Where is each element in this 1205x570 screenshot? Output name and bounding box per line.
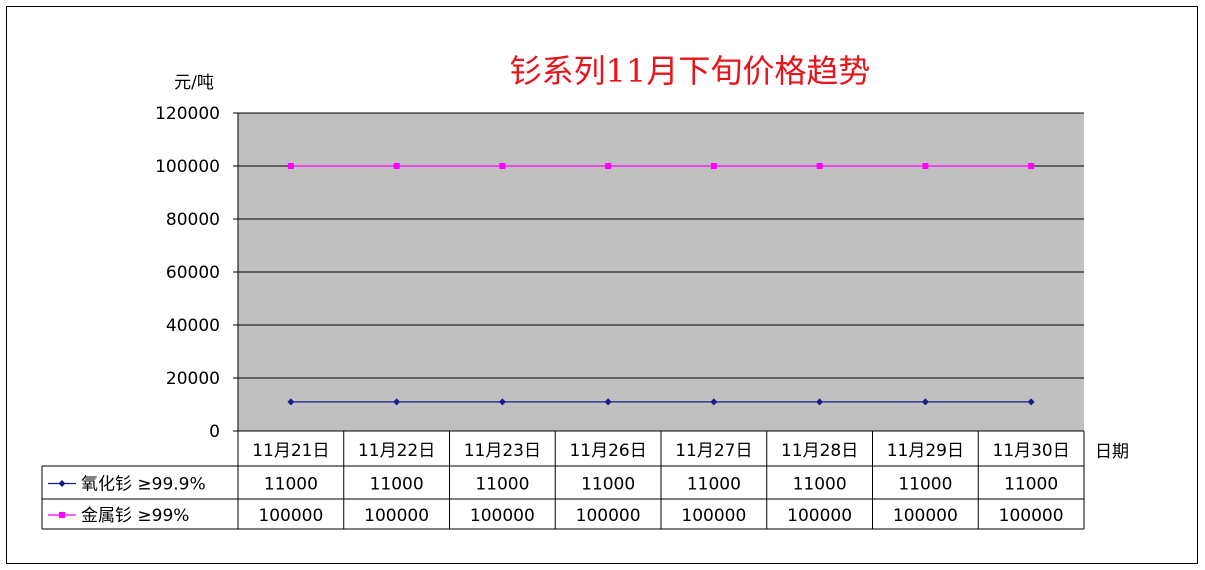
data-label: 100000 (787, 506, 852, 526)
x-tick-label: 11月29日 (887, 441, 964, 461)
data-point (287, 163, 294, 169)
data-point (922, 163, 929, 169)
y-tick-label: 100000 (155, 157, 220, 177)
data-label: 11000 (1004, 475, 1058, 495)
data-label: 11000 (581, 475, 635, 495)
data-label: 11000 (687, 475, 741, 495)
x-tick-label: 11月23日 (464, 441, 541, 461)
data-label: 11000 (264, 475, 318, 495)
data-point (393, 163, 400, 169)
y-tick-label: 80000 (166, 210, 220, 230)
data-point (498, 398, 506, 406)
data-point (1028, 163, 1035, 169)
data-point (58, 480, 66, 487)
data-point (710, 163, 717, 169)
x-axis-label: 日期 (1095, 442, 1129, 462)
data-point (59, 512, 65, 518)
data-label: 100000 (364, 506, 429, 526)
data-label: 100000 (999, 506, 1064, 526)
data-label: 100000 (893, 506, 958, 526)
data-point (604, 398, 612, 406)
x-tick-label: 11月27日 (675, 441, 752, 461)
y-tick-label: 40000 (166, 316, 220, 336)
data-point (287, 398, 295, 406)
y-tick-label: 20000 (166, 369, 220, 389)
data-label: 100000 (470, 506, 535, 526)
x-tick-label: 11月21日 (252, 441, 329, 461)
y-axis-label: 元/吨 (174, 73, 214, 93)
data-label: 11000 (475, 475, 529, 495)
legend-label: 氧化钐 ≥99.9% (81, 475, 206, 495)
data-point (710, 398, 718, 406)
chart-title: 钐系列11月下旬价格趋势 (510, 52, 871, 90)
data-label: 100000 (681, 506, 746, 526)
x-tick-label: 11月22日 (358, 441, 435, 461)
data-label: 100000 (576, 506, 641, 526)
data-point (816, 398, 824, 406)
data-point (605, 163, 612, 169)
data-point (499, 163, 506, 169)
x-tick-label: 11月28日 (781, 441, 858, 461)
y-tick-label: 120000 (155, 104, 220, 124)
x-tick-label: 11月30日 (992, 441, 1069, 461)
data-label: 100000 (258, 506, 323, 526)
y-tick-label: 0 (209, 422, 220, 442)
y-tick-label: 60000 (166, 263, 220, 283)
x-tick-label: 11月26日 (569, 441, 646, 461)
legend-label: 金属钐 ≥99% (81, 506, 189, 526)
data-point (921, 398, 929, 406)
data-point (1027, 398, 1035, 406)
data-point (816, 163, 823, 169)
data-label: 11000 (898, 475, 952, 495)
data-label: 11000 (370, 475, 424, 495)
data-label: 11000 (793, 475, 847, 495)
data-point (393, 398, 401, 406)
